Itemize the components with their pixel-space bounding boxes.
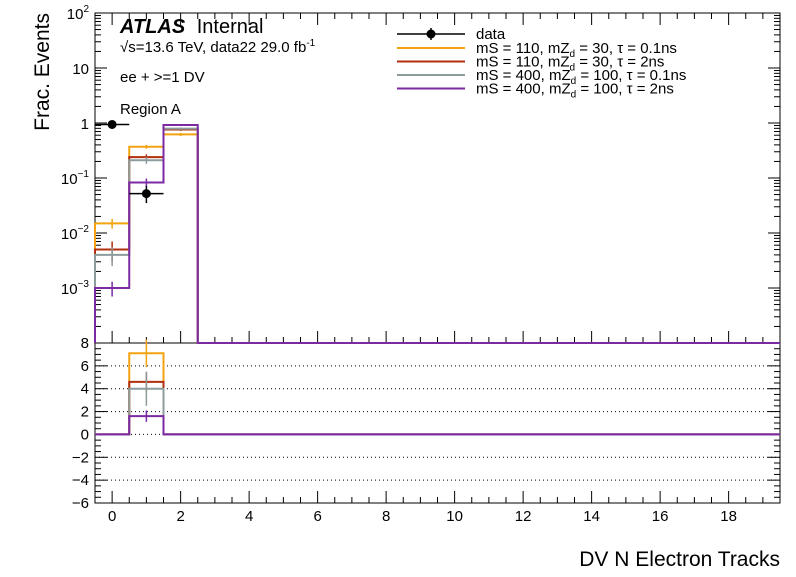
energy-label-text: √s=13.6 TeV, data22 29.0 fb (120, 39, 306, 56)
y-tick-label: 10 (72, 61, 89, 78)
ratio-y-tick-label: −6 (72, 495, 89, 512)
atlas-label-internal: Internal (197, 16, 264, 38)
y-tick-label-base: 1 (81, 116, 89, 133)
ratio-y-tick-label: 6 (81, 358, 89, 375)
legend-label-text-end: = 100, τ = 2ns (576, 81, 674, 98)
legend-label-text: mS = 400, mZ (476, 67, 571, 84)
y-tick-label-exp: −1 (78, 169, 90, 180)
x-tick-label: 2 (176, 508, 184, 525)
region-label: Region A (120, 101, 181, 118)
ratio-gridlines (95, 365, 780, 481)
ratio-histograms (95, 339, 780, 436)
ratio-y-tick-label: −2 (72, 449, 89, 466)
legend-label-2: mS = 110, mZd = 30, τ = 2ns (476, 54, 664, 74)
ratio-y-tick-label: 0 (81, 426, 89, 443)
legend-label-1: mS = 110, mZd = 30, τ = 0.1ns (476, 40, 677, 60)
y-tick-label: 102 (67, 4, 90, 23)
y-tick-label: 1 (81, 116, 89, 133)
x-tick-label: 4 (245, 508, 253, 525)
x-axis: 0 2 4 6 8 10 12 14 16 18 (94, 13, 781, 525)
ratio-y-tick-label: 4 (81, 381, 89, 398)
legend-label-3: mS = 400, mZd = 100, τ = 0.1ns (476, 67, 686, 87)
y-tick-label-exp: −2 (78, 224, 90, 235)
energy-label-sup: -1 (306, 38, 315, 49)
y-axis-label: Frac. Events (31, 13, 54, 131)
y-tick-label: 10−1 (61, 169, 90, 188)
ratio-series-1 (95, 352, 780, 436)
data-points (95, 119, 164, 204)
main-histograms (94, 123, 780, 344)
legend-label-text: mS = 400, mZ (476, 81, 571, 98)
legend-label-sub: d (571, 90, 577, 101)
x-tick-label: 14 (583, 508, 600, 525)
y-tick-label: 10−3 (61, 279, 90, 298)
ratio-y-tick-label: 8 (81, 335, 89, 352)
histogram-series-4 (94, 123, 780, 344)
data-point (107, 119, 117, 129)
energy-label: √s=13.6 TeV, data22 29.0 fb-1 (120, 38, 316, 56)
ratio-series-2 (95, 380, 780, 436)
y-tick-label-base: 10 (67, 6, 84, 23)
atlas-label-bold: ATLAS (119, 16, 186, 38)
ratio-plot-frame (94, 342, 781, 504)
ratio-y-tick-label: −4 (72, 472, 89, 489)
legend-label-text-end: = 100, τ = 0.1ns (576, 67, 686, 84)
data-point (141, 189, 151, 199)
ratio-series-4 (95, 415, 780, 436)
legend-label-text-end: = 30, τ = 2ns (575, 54, 664, 71)
y-tick-label-base: 10 (61, 226, 78, 243)
y-tick-label: 10−2 (61, 224, 90, 243)
x-tick-label: 8 (382, 508, 390, 525)
channel-label: ee + >=1 DV (120, 69, 205, 86)
x-axis-label: DV N Electron Tracks (579, 548, 780, 571)
x-tick-label: 10 (446, 508, 463, 525)
y-tick-label-base: 10 (61, 171, 78, 188)
ratio-y-tick-label: 2 (81, 404, 89, 421)
legend-label-sub: d (570, 49, 576, 60)
legend-label-text: mS = 110, mZ (476, 54, 570, 71)
ratio-y-axis: 8 6 4 2 0 −2 −4 −6 (72, 335, 780, 512)
x-tick-label: 12 (515, 508, 532, 525)
legend-label-4: mS = 400, mZd = 100, τ = 2ns (476, 81, 674, 101)
x-tick-label: 0 (108, 508, 116, 525)
ratio-series-3 (95, 387, 780, 436)
legend-label-sub: d (571, 76, 577, 87)
legend-label-sub: d (570, 63, 576, 74)
x-tick-label: 16 (652, 508, 669, 525)
y-tick-label-exp: 2 (83, 4, 89, 15)
y-tick-label-base: 10 (72, 61, 89, 78)
legend-label-text-end: = 30, τ = 0.1ns (575, 40, 677, 57)
y-tick-label-base: 10 (61, 281, 78, 298)
legend-data-label: data (476, 26, 506, 43)
y-tick-label-exp: −3 (78, 279, 90, 290)
x-tick-label: 18 (720, 508, 737, 525)
legend-label-text: mS = 110, mZ (476, 40, 570, 57)
x-tick-label: 6 (313, 508, 321, 525)
atlas-label: ATLAS Internal (119, 16, 263, 38)
